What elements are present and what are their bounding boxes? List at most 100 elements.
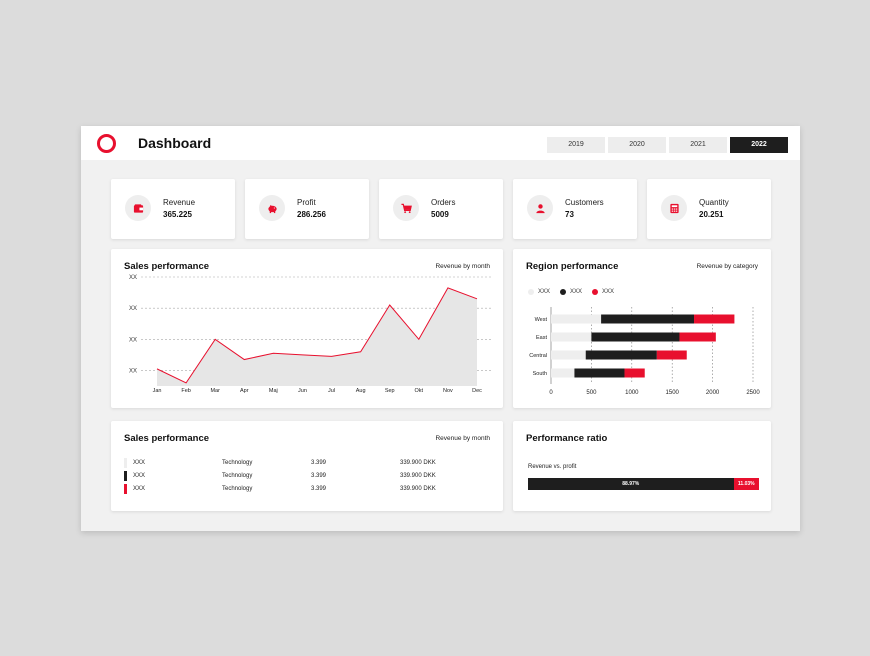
row-color-swatch — [124, 471, 127, 481]
row-amount: 339.900 DKK — [400, 473, 436, 479]
y-tick-label: XX — [129, 275, 137, 281]
y-tick-label: XX — [129, 368, 137, 374]
row-quantity: 3.399 — [311, 460, 327, 466]
card-title: Sales performance — [124, 433, 210, 444]
kpi-card-customers: Customers 73 — [513, 179, 637, 239]
x-tick-label: Apr — [240, 388, 249, 394]
year-tab-2020[interactable]: 2020 — [608, 137, 666, 153]
revenue-line — [156, 287, 478, 384]
x-tick-label: 0 — [549, 390, 553, 396]
row-category: Technology — [222, 486, 253, 492]
legend-item: XXX — [592, 289, 614, 295]
x-tick-label: Dec — [472, 388, 482, 394]
y-tick-label: XX — [129, 337, 137, 343]
year-tab-2021[interactable]: 2021 — [669, 137, 727, 153]
kpi-value: 365.225 — [163, 210, 192, 219]
x-tick-label: Jan — [153, 388, 162, 394]
year-tab-2022[interactable]: 2022 — [730, 137, 788, 153]
shopping-cart-icon — [393, 195, 419, 221]
kpi-value: 286.256 — [297, 210, 326, 219]
legend-label: XXX — [602, 289, 615, 295]
row-name: XXX — [133, 460, 146, 466]
legend-swatch — [560, 289, 567, 295]
kpi-card-revenue: Revenue 365.225 — [111, 179, 235, 239]
card-title: Region performance — [526, 261, 619, 272]
year-tab-2019[interactable]: 2019 — [547, 137, 605, 153]
wallet-icon — [125, 195, 151, 221]
kpi-card-quantity: Quantity 20.251 — [647, 179, 771, 239]
bar-segment — [551, 350, 586, 360]
sales-line-chart: XX XX XX XX Jan Feb Mar Apr Maj Jun Jul Aug Sep Okt No… — [129, 275, 491, 394]
x-tick-label: 2500 — [746, 390, 760, 396]
bar-segment — [591, 332, 680, 342]
x-tick-label: 1000 — [625, 390, 639, 396]
kpi-label: Revenue — [163, 198, 196, 207]
bar-segment — [679, 332, 716, 342]
kpi-value: 5009 — [431, 210, 449, 219]
calculator-icon — [661, 195, 687, 221]
bar-segment — [585, 350, 657, 360]
x-tick-label: Feb — [181, 388, 190, 394]
bar-segment — [551, 314, 602, 324]
piggy-bank-icon — [259, 195, 285, 221]
bar-segment — [656, 350, 687, 360]
card-title: Sales performance — [124, 261, 210, 272]
sales-table: XXX Technology 3.399 339.900 DKK XXX Tec… — [124, 458, 494, 497]
top-bar: Dashboard 2019 2020 2021 2022 — [81, 126, 800, 160]
legend-label: XXX — [570, 289, 583, 295]
row-amount: 339.900 DKK — [400, 486, 436, 492]
table-row: XXX Technology 3.399 339.900 DKK — [124, 458, 494, 471]
legend-swatch — [592, 289, 599, 295]
kpi-value: 20.251 — [699, 210, 724, 219]
x-tick-label: Mar — [210, 388, 220, 394]
row-name: XXX — [133, 486, 146, 492]
x-tick-label: Nov — [443, 388, 453, 394]
x-tick-label: 2000 — [706, 390, 720, 396]
bar-segment — [601, 314, 695, 324]
x-tick-label: Okt — [415, 388, 424, 394]
row-color-swatch — [124, 458, 127, 468]
row-quantity: 3.399 — [311, 486, 327, 492]
legend-label: XXX — [538, 289, 551, 295]
card-title: Performance ratio — [526, 433, 608, 444]
ratio-bar: 88.97% 11.03% — [528, 478, 759, 490]
kpi-card-profit: Profit 286.256 — [245, 179, 369, 239]
x-tick-label: 500 — [586, 390, 597, 396]
year-selector: 2019 2020 2021 2022 — [547, 137, 788, 153]
x-tick-label: 1500 — [666, 390, 680, 396]
kpi-label: Orders — [431, 198, 456, 207]
y-tick-label: East — [536, 335, 547, 341]
sales-table-card: Sales performance Revenue by month XXX T… — [111, 421, 503, 511]
sales-performance-card: Sales performance Revenue by month XX XX X… — [111, 249, 503, 408]
x-tick-label: Aug — [356, 388, 366, 394]
bar-segment — [551, 368, 575, 378]
card-subtitle: Revenue by category — [696, 263, 758, 270]
card-subtitle: Revenue by month — [435, 263, 490, 270]
row-quantity: 3.399 — [311, 473, 327, 479]
bar-segment — [694, 314, 735, 324]
x-tick-label: Jul — [328, 388, 335, 394]
row-color-swatch — [124, 484, 127, 494]
x-tick-label: Maj — [269, 388, 278, 394]
ratio-segment-profit: 11.03% — [733, 478, 759, 490]
performance-ratio-card: Performance ratio Revenue vs. profit 88.… — [513, 421, 771, 511]
legend-item: XXX — [528, 289, 550, 295]
dashboard-window: Dashboard 2019 2020 2021 2022 Revenue 36… — [81, 126, 800, 531]
row-name: XXX — [133, 473, 146, 479]
ratio-label: Revenue vs. profit — [528, 464, 577, 470]
legend-swatch — [528, 289, 534, 295]
area-fill — [157, 287, 477, 386]
y-tick-label: West — [535, 317, 548, 323]
kpi-label: Customers — [565, 198, 604, 207]
kpi-card-orders: Orders 5009 — [379, 179, 503, 239]
logo-icon — [97, 134, 116, 153]
bar-segment — [574, 368, 625, 378]
user-icon — [527, 195, 553, 221]
legend-item: XXX — [560, 289, 582, 295]
chart-legend: XXX XXX XXX — [528, 289, 614, 295]
bar-segment — [551, 332, 592, 342]
region-bar-chart: 0 500 1000 1500 2000 2500 West East Central South — [529, 307, 760, 396]
row-category: Technology — [222, 473, 253, 479]
row-amount: 339.900 DKK — [400, 460, 436, 466]
y-tick-label: Central — [529, 353, 547, 359]
